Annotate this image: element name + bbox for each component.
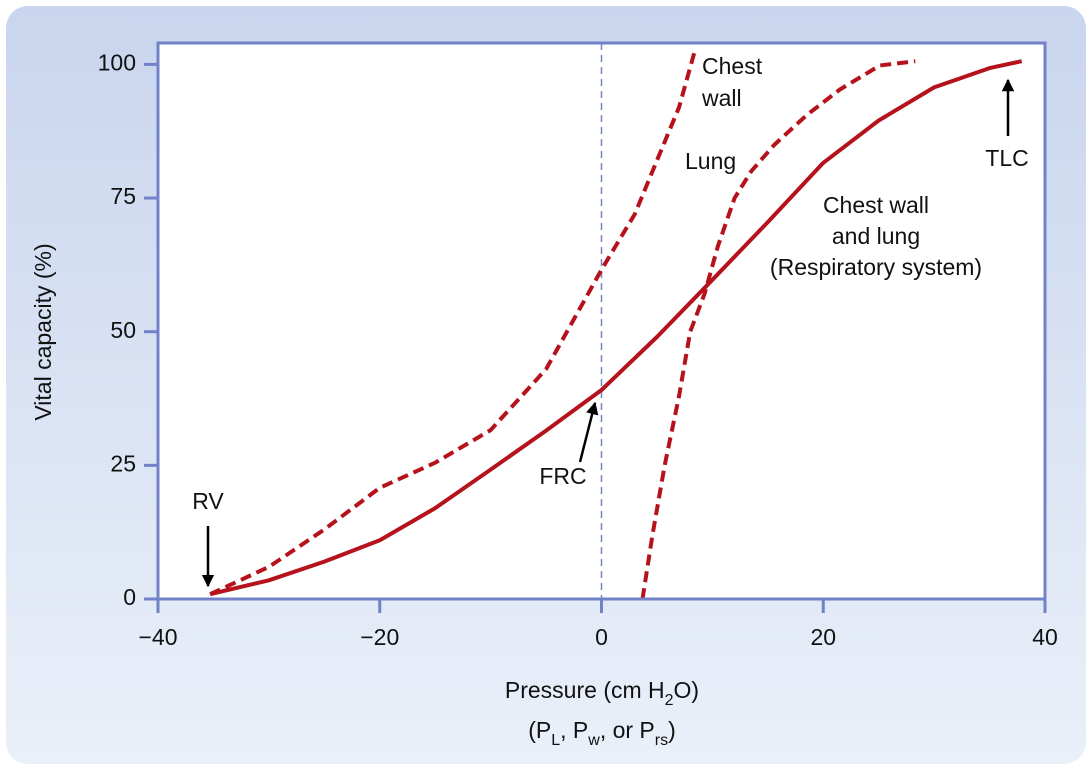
label-part: Pressure (cm H: [505, 677, 665, 703]
x-axis-label: (PL, Pw, or Prs): [528, 717, 676, 749]
annotation: TLC: [985, 145, 1028, 171]
series-label: wall: [701, 85, 742, 111]
annotation-arrow: [578, 401, 599, 463]
y-tick-label: 75: [110, 183, 136, 209]
label-part: , P: [560, 717, 588, 743]
series-label: Chest: [702, 53, 763, 79]
y-tick-label: 0: [123, 584, 136, 610]
label-part: O): [674, 677, 700, 703]
series-label: Chest wall: [823, 192, 929, 218]
annotation: RV: [192, 488, 224, 514]
series-label: (Respiratory system): [770, 254, 982, 280]
series-label: Lung: [685, 148, 736, 174]
label-part: , or P: [600, 717, 655, 743]
subscript: L: [551, 732, 560, 749]
subscript: rs: [655, 732, 668, 749]
curve: [209, 51, 697, 597]
subscript: w: [587, 732, 600, 749]
x-tick-label: −20: [360, 624, 399, 650]
plot-border: [156, 41, 1047, 601]
x-tick-label: 0: [595, 624, 608, 650]
y-axis-label: Vital capacity (%): [30, 243, 56, 420]
x-tick-label: 20: [810, 624, 836, 650]
x-tick-label: −40: [138, 624, 177, 650]
y-tick-label: 50: [110, 317, 136, 343]
y-tick-label: 100: [98, 49, 136, 75]
label-part: (P: [528, 717, 551, 743]
subscript: 2: [665, 692, 674, 709]
annotation: FRC: [539, 463, 586, 489]
series-label: and lung: [832, 223, 920, 249]
curve: [209, 59, 1023, 597]
x-axis-label: Pressure (cm H2O): [505, 677, 699, 709]
label-part: ): [668, 717, 676, 743]
y-tick-label: 25: [110, 450, 136, 476]
x-tick-label: 40: [1032, 624, 1058, 650]
